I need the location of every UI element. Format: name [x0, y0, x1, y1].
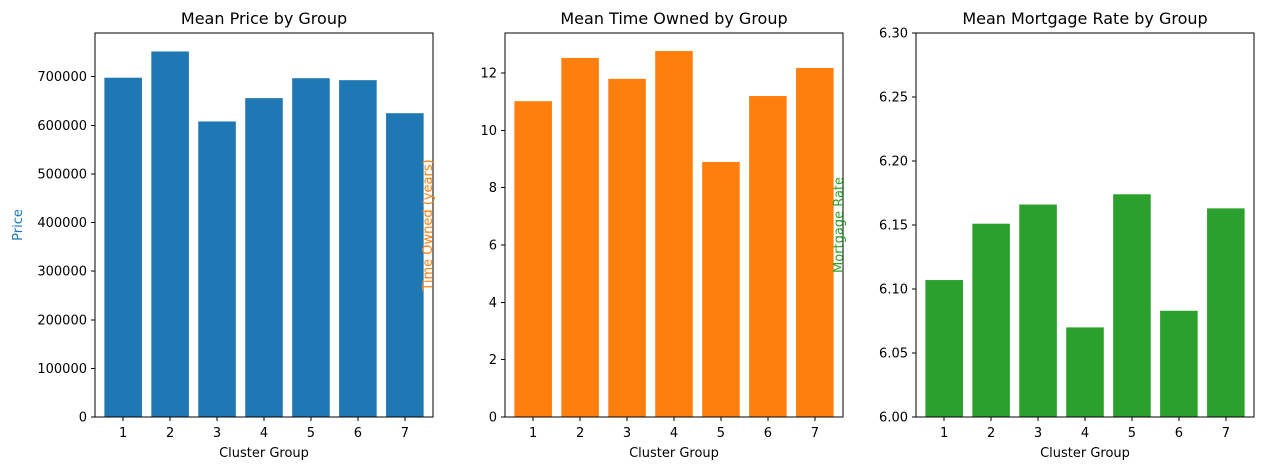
- x-tick-label: 1: [119, 426, 127, 441]
- x-tick-label: 5: [717, 426, 725, 441]
- bar-time-owned-5: [702, 161, 740, 417]
- y-tick-label: 4: [489, 296, 497, 311]
- x-tick-label: 4: [670, 426, 678, 441]
- bar-price-1: [104, 77, 142, 417]
- chart-price: 1 2 3 4 5 6 7 0 100000 200000 300000 400000 500000 60…: [11, 9, 434, 461]
- y-tick-label: 600000: [37, 119, 87, 134]
- x-tick-label: 3: [623, 426, 631, 441]
- bar-time-owned-6: [749, 96, 787, 417]
- chart-mortgage-rate: 1 2 3 4 5 6 7 6.00 6.05 6.10 6.15 6.20 6.25 6.30 Mean …: [832, 9, 1255, 461]
- bar-price-7: [386, 113, 424, 417]
- x-axis-label: Cluster Group: [629, 446, 719, 461]
- x-axis-label: Cluster Group: [219, 446, 309, 461]
- x-tick-label: 6: [764, 426, 772, 441]
- x-tick-label: 7: [401, 426, 409, 441]
- y-axis-label: Time Owned (years): [421, 159, 436, 291]
- x-tick-label: 2: [166, 426, 174, 441]
- y-tick-label: 6.20: [879, 155, 908, 170]
- y-axis-label: Price: [11, 209, 26, 241]
- y-tick-label: 200000: [37, 313, 87, 328]
- x-tick-label: 3: [213, 426, 221, 441]
- bar-time-owned-3: [608, 78, 646, 417]
- y-tick-label: 6.30: [879, 27, 908, 42]
- bar-time-owned-1: [514, 101, 552, 417]
- x-tick-label: 7: [811, 426, 819, 441]
- x-tick-label: 5: [307, 426, 315, 441]
- y-tick-label: 2: [489, 353, 497, 368]
- x-tick-label: 4: [260, 426, 268, 441]
- y-tick-label: 100000: [37, 362, 87, 377]
- bar-price-6: [339, 80, 377, 418]
- y-tick-label: 6.10: [879, 283, 908, 298]
- x-tick-label: 2: [576, 426, 584, 441]
- x-tick-label: 5: [1128, 426, 1136, 441]
- bar-time-owned-4: [655, 51, 693, 418]
- bar-time-owned-2: [561, 57, 599, 418]
- chart-title: Mean Time Owned by Group: [560, 9, 787, 28]
- x-tick-label: 1: [529, 426, 537, 441]
- y-tick-label: 300000: [37, 265, 87, 280]
- y-tick-label: 0: [489, 411, 497, 426]
- x-tick-label: 3: [1034, 426, 1042, 441]
- y-tick-label: 6.05: [879, 347, 908, 362]
- bar-mortgage-rate-3: [1019, 204, 1057, 417]
- bar-time-owned-7: [796, 67, 834, 418]
- y-tick-label: 6.25: [879, 91, 908, 106]
- y-axis-label: Mortgage Rate: [832, 177, 847, 273]
- bar-price-4: [245, 98, 283, 417]
- y-tick-label: 6.15: [879, 219, 908, 234]
- y-tick-label: 500000: [37, 167, 87, 182]
- x-tick-label: 7: [1222, 426, 1230, 441]
- bar-mortgage-rate-6: [1160, 310, 1198, 417]
- y-tick-label: 700000: [37, 70, 87, 85]
- y-tick-label: 8: [489, 181, 497, 196]
- x-tick-label: 1: [940, 426, 948, 441]
- chart-title: Mean Price by Group: [181, 9, 347, 28]
- y-tick-label: 10: [480, 124, 497, 139]
- y-tick-label: 6.00: [879, 411, 908, 426]
- x-axis-label: Cluster Group: [1040, 446, 1130, 461]
- bar-price-5: [292, 78, 330, 418]
- bar-mortgage-rate-7: [1207, 208, 1245, 417]
- bar-mortgage-rate-2: [972, 223, 1010, 417]
- bar-mortgage-rate-1: [925, 280, 963, 417]
- bar-price-2: [151, 51, 189, 417]
- bar-mortgage-rate-4: [1066, 327, 1104, 417]
- x-tick-label: 6: [354, 426, 362, 441]
- chart-title: Mean Mortgage Rate by Group: [962, 9, 1207, 28]
- y-tick-label: 0: [79, 411, 87, 426]
- x-tick-label: 4: [1081, 426, 1089, 441]
- x-tick-label: 2: [987, 426, 995, 441]
- bar-mortgage-rate-5: [1113, 194, 1151, 417]
- y-tick-label: 12: [480, 67, 497, 82]
- y-tick-label: 6: [489, 239, 497, 254]
- x-tick-label: 6: [1175, 426, 1183, 441]
- bar-price-3: [198, 121, 236, 417]
- y-tick-label: 400000: [37, 216, 87, 231]
